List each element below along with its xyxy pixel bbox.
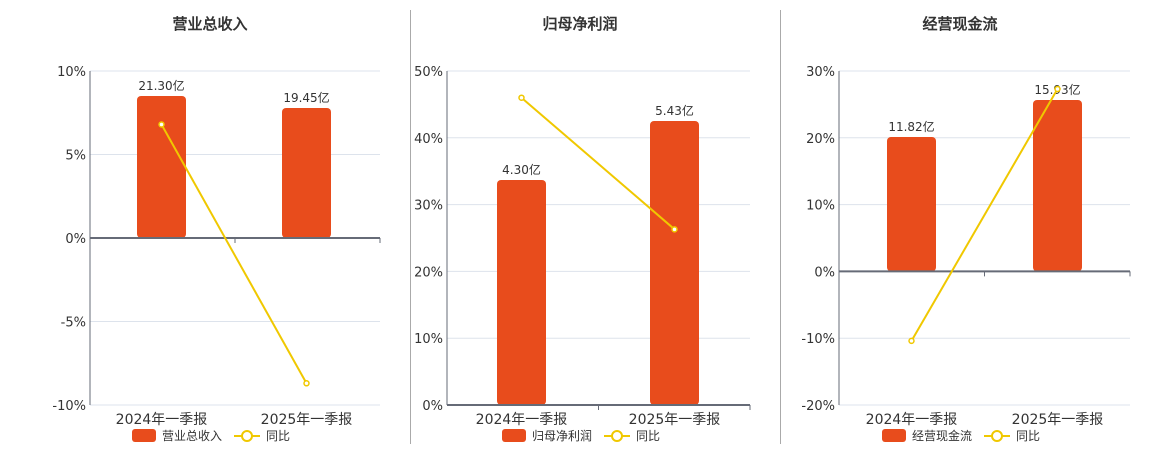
x-category-label: 2025年一季报: [261, 412, 353, 428]
chart-title: 经营现金流: [922, 15, 997, 33]
legend-line-label[interactable]: 同比: [266, 429, 290, 443]
bar[interactable]: [887, 137, 936, 272]
yoy-point[interactable]: [158, 121, 165, 128]
y-tick-label: 50%: [414, 65, 443, 80]
chart-title: 归母净利润: [542, 15, 617, 33]
bar-label: 19.45亿: [283, 90, 329, 105]
yoy-point[interactable]: [1054, 85, 1061, 93]
y-tick-label: 10%: [806, 199, 835, 214]
divider: [780, 10, 781, 444]
yoy-point[interactable]: [671, 226, 678, 233]
yoy-line: [160, 123, 308, 384]
yoy-line: [910, 88, 1059, 342]
legend-bar-swatch[interactable]: [132, 429, 156, 442]
y-tick-label: 0%: [814, 265, 835, 280]
y-tick-label: -5%: [61, 316, 86, 331]
bar-label: 11.82亿: [888, 119, 934, 134]
x-category-label: 2025年一季报: [629, 412, 721, 428]
x-category-label: 2024年一季报: [476, 412, 568, 428]
y-tick-label: -20%: [801, 399, 835, 414]
bar-label: 5.43亿: [655, 103, 694, 118]
x-category-label: 2024年一季报: [866, 412, 958, 428]
legend-line-label[interactable]: 同比: [636, 429, 660, 443]
y-tick-label: 20%: [414, 265, 443, 280]
yoy-point[interactable]: [303, 380, 310, 387]
y-tick-label: 20%: [806, 132, 835, 147]
legend-line-label[interactable]: 同比: [1016, 429, 1040, 443]
divider: [410, 10, 411, 444]
yoy-point[interactable]: [908, 337, 915, 345]
legend-bar-label[interactable]: 经营现金流: [912, 428, 972, 443]
legend-line-marker: [611, 430, 623, 442]
y-tick-label: 40%: [414, 132, 443, 147]
bar[interactable]: [650, 121, 699, 405]
y-tick-label: 10%: [57, 65, 86, 80]
y-tick-label: 30%: [414, 199, 443, 214]
y-tick-label: 0%: [65, 232, 86, 247]
bar[interactable]: [497, 180, 546, 405]
y-tick-label: 10%: [414, 332, 443, 347]
yoy-point[interactable]: [518, 94, 525, 101]
x-category-label: 2025年一季报: [1012, 412, 1104, 428]
legend-bar-label[interactable]: 营业总收入: [162, 429, 222, 443]
y-tick-label: 5%: [65, 149, 86, 164]
x-category-label: 2024年一季报: [116, 412, 208, 428]
bar[interactable]: [137, 96, 186, 238]
yoy-line: [520, 96, 676, 231]
bar-label: 4.30亿: [502, 162, 541, 177]
y-tick-label: -10%: [801, 332, 835, 347]
legend-bar-label[interactable]: 归母净利润: [532, 429, 592, 443]
legend-bar-swatch[interactable]: [502, 429, 526, 442]
chart-title: 营业总收入: [172, 15, 247, 33]
bar[interactable]: [282, 108, 331, 238]
bar-label: 21.30亿: [138, 78, 184, 93]
legend-bar-swatch[interactable]: [882, 429, 906, 442]
y-tick-label: -10%: [52, 399, 86, 414]
bar[interactable]: [1033, 100, 1082, 272]
y-tick-label: 30%: [806, 65, 835, 80]
legend-line-marker: [991, 430, 1003, 442]
legend-line-marker: [241, 430, 253, 442]
y-tick-label: 0%: [422, 399, 443, 414]
